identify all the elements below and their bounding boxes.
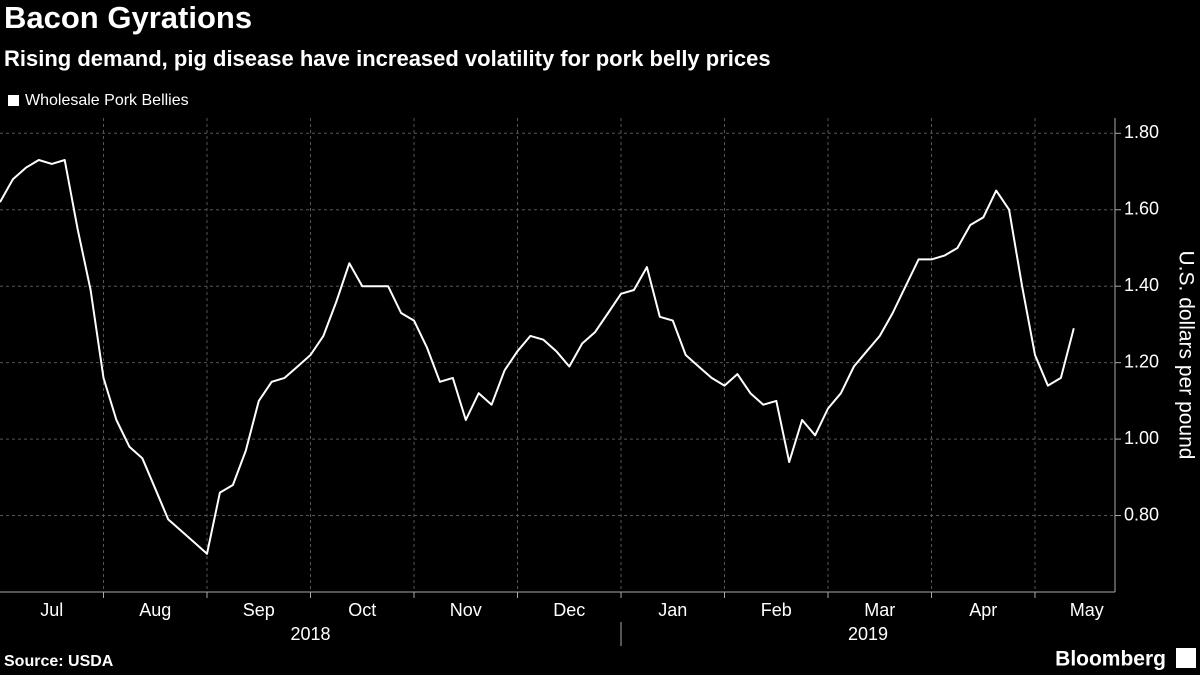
legend-swatch: [8, 95, 19, 106]
y-axis-label: U.S. dollars per pound: [1174, 251, 1197, 460]
y-tick-label: 1.40: [1124, 275, 1159, 295]
x-tick-label: Dec: [553, 600, 585, 620]
x-tick-label: Apr: [969, 600, 997, 620]
x-tick-label: Aug: [139, 600, 171, 620]
chart-subtitle: Rising demand, pig disease have increase…: [4, 46, 771, 71]
y-tick-label: 1.00: [1124, 428, 1159, 448]
legend-label: Wholesale Pork Bellies: [25, 92, 189, 109]
brand: Bloomberg: [1055, 648, 1166, 671]
y-tick-label: 1.80: [1124, 122, 1159, 142]
chart-title: Bacon Gyrations: [4, 0, 252, 35]
x-tick-label: Jan: [658, 600, 687, 620]
y-tick-label: 0.80: [1124, 504, 1159, 524]
year-label: 2019: [848, 624, 888, 644]
brand-icon: [1176, 648, 1196, 668]
year-label: 2018: [290, 624, 330, 644]
x-tick-label: Oct: [348, 600, 376, 620]
x-tick-label: Sep: [243, 600, 275, 620]
x-tick-label: Jul: [40, 600, 63, 620]
x-tick-label: Mar: [864, 600, 895, 620]
source: Source: USDA: [4, 653, 114, 670]
x-tick-label: Nov: [450, 600, 482, 620]
x-tick-label: Feb: [761, 600, 792, 620]
line-series: [0, 159, 1075, 555]
y-tick-label: 1.60: [1124, 198, 1159, 218]
y-tick-label: 1.20: [1124, 351, 1159, 371]
x-tick-label: May: [1070, 600, 1104, 620]
